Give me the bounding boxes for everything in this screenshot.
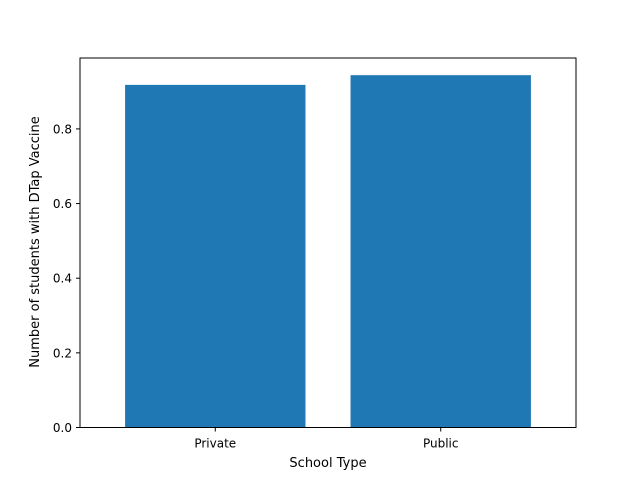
x-axis-label: School Type xyxy=(289,456,366,471)
y-axis: 0.0 0.2 0.4 0.6 0.8 xyxy=(53,122,80,435)
y-tick-label: 0.8 xyxy=(53,122,72,136)
bars-group xyxy=(125,75,531,428)
x-tick-label: Private xyxy=(194,437,236,451)
x-tick-label: Public xyxy=(423,437,459,451)
bar-public xyxy=(350,75,531,428)
x-axis: Private Public xyxy=(194,427,459,451)
y-tick-label: 0.2 xyxy=(53,346,72,360)
y-tick-label: 0.6 xyxy=(53,197,72,211)
plot-frame xyxy=(79,57,577,428)
y-tick-label: 0.0 xyxy=(53,421,72,435)
bar-private xyxy=(125,84,306,428)
y-tick-label: 0.4 xyxy=(53,272,72,286)
y-axis-label: Number of students with DTap Vaccine xyxy=(28,116,43,367)
